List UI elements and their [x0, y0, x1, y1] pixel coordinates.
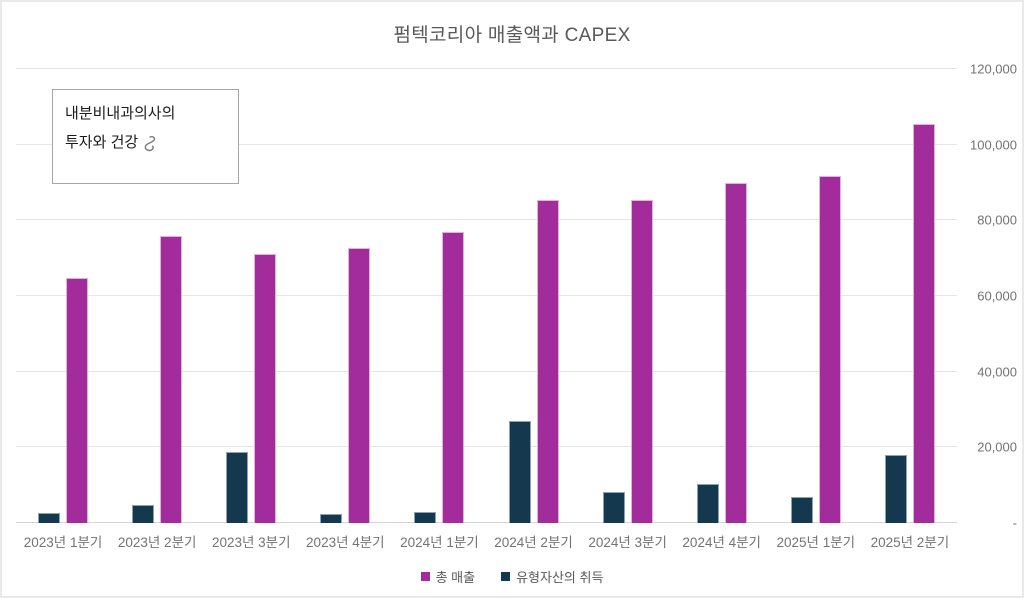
- legend-label-revenue: 총 매출: [435, 570, 476, 585]
- y-tick-label: 100,000: [970, 137, 1017, 153]
- capex-bar: [132, 504, 155, 523]
- x-tick-label: 2023년 1분기: [23, 535, 103, 550]
- capex-bar: [414, 512, 437, 523]
- gridline: [16, 143, 957, 145]
- capex-bar: [790, 497, 813, 523]
- plot-area: [16, 68, 957, 523]
- bar-group: [581, 69, 675, 523]
- annotation-line1: 내분비내과의사의: [65, 105, 176, 122]
- x-tick-label: 2024년 4분기: [682, 535, 761, 550]
- bar-group: [392, 69, 486, 523]
- gridline: [16, 370, 957, 372]
- chart-title: 펌텍코리아 매출액과 CAPEX: [393, 25, 631, 46]
- legend: 총 매출 유형자산의 취득: [2, 567, 1022, 586]
- zero-gridline: [16, 522, 957, 523]
- bar-group: [863, 69, 957, 523]
- x-tick-label: 2024년 1분기: [400, 535, 479, 550]
- gridline: [16, 295, 957, 296]
- annotation-line2: 투자와 건강: [65, 134, 139, 151]
- y-tick-label: -: [1012, 515, 1017, 531]
- x-tick-label: 2024년 2분기: [494, 535, 573, 550]
- revenue-bar: [160, 235, 183, 523]
- legend-label-capex: 유형자산의 취득: [516, 570, 604, 585]
- x-tick-label: 2023년 4분기: [306, 535, 385, 550]
- bar-group: [769, 69, 863, 523]
- revenue-bar: [912, 124, 935, 523]
- y-axis: - 20,000 40,000 60,000 80,000 100,000 120,000: [959, 62, 1017, 531]
- bar-group: [298, 69, 392, 523]
- revenue-bar: [818, 176, 841, 523]
- legend-swatch-revenue: [420, 572, 430, 581]
- revenue-bar: [724, 182, 747, 523]
- legend-item-capex: 유형자산의 취득: [501, 567, 603, 586]
- gridline: [16, 68, 957, 69]
- revenue-bar: [536, 199, 559, 523]
- bar-group: [110, 69, 204, 523]
- annotation-box: 내분비내과의사의 투자와 건강: [52, 89, 239, 184]
- snake-icon: [144, 135, 156, 151]
- y-tick-label: 80,000: [977, 212, 1017, 228]
- x-axis: 2023년 1분기 2023년 2분기 2023년 3분기 2023년 4분기 2024…: [16, 531, 957, 551]
- capex-bar: [602, 491, 625, 523]
- y-tick-label: 60,000: [977, 288, 1017, 304]
- capex-bar: [226, 451, 249, 523]
- x-tick-label: 2025년 1분기: [776, 535, 856, 550]
- capex-bar: [696, 483, 719, 523]
- capex-bar: [320, 513, 343, 523]
- x-tick-label: 2025년 2분기: [870, 535, 950, 550]
- y-tick-label: 120,000: [970, 61, 1017, 77]
- gridline: [16, 219, 957, 221]
- capex-bar: [38, 513, 61, 523]
- revenue-bar: [442, 232, 465, 523]
- revenue-bar: [254, 254, 277, 523]
- bar-group: [16, 69, 110, 523]
- x-tick-label: 2024년 3분기: [588, 535, 667, 550]
- revenue-bar: [66, 277, 89, 523]
- revenue-bar: [348, 247, 371, 523]
- y-tick-label: 20,000: [977, 439, 1017, 455]
- gridline: [16, 446, 957, 448]
- capex-bar: [884, 455, 907, 523]
- bar-group: [487, 69, 581, 523]
- bar-group: [204, 69, 298, 523]
- bar-group: [675, 69, 769, 523]
- x-tick-label: 2023년 2분기: [117, 535, 197, 550]
- x-tick-label: 2023년 3분기: [211, 535, 291, 550]
- legend-swatch-capex: [501, 572, 511, 581]
- revenue-bar: [630, 199, 653, 523]
- legend-item-revenue: 총 매출: [420, 567, 476, 586]
- capex-bar: [508, 420, 531, 523]
- y-tick-label: 40,000: [977, 364, 1017, 380]
